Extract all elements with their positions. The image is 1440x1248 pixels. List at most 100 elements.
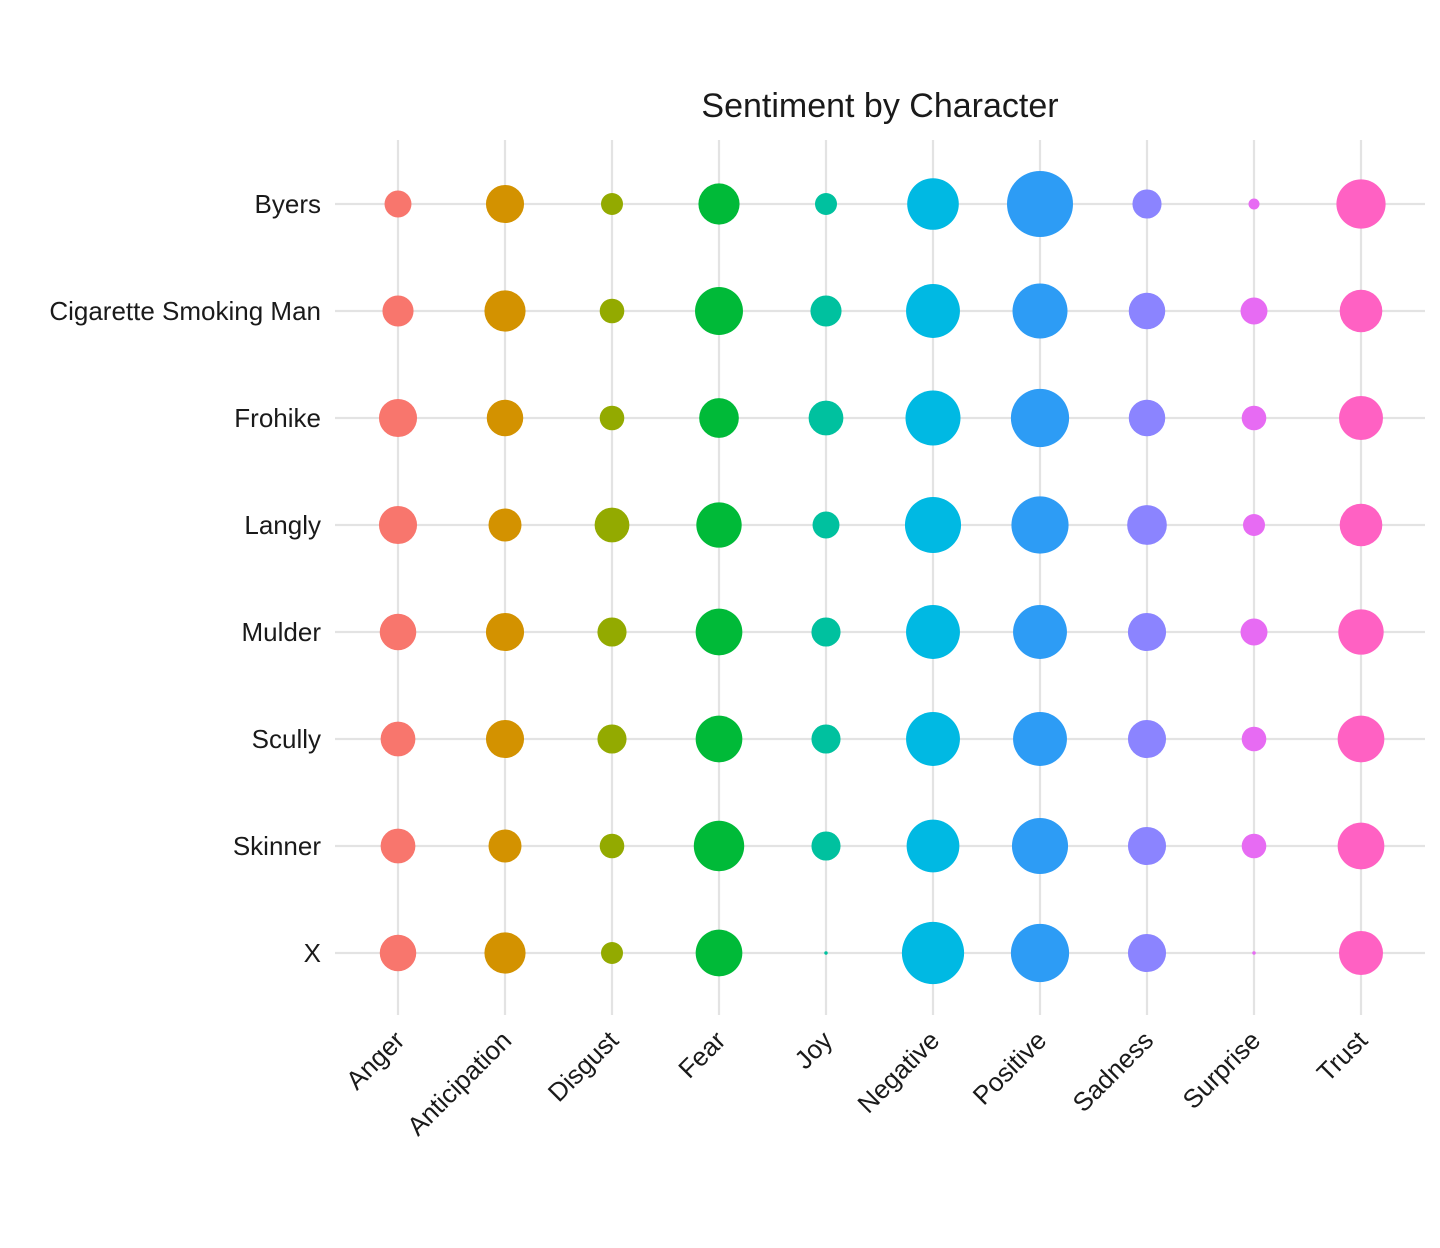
point-scully-positive [1013,712,1067,766]
point-langly-fear [696,502,742,548]
point-x-joy [824,951,828,955]
point-scully-trust [1337,715,1385,763]
point-mulder-trust [1338,609,1384,655]
point-byers-fear [698,183,740,225]
point-cigarette-smoking-man-positive [1012,283,1068,339]
point-cigarette-smoking-man-disgust [599,298,625,324]
point-skinner-anger [380,828,416,864]
x-tick-label: Disgust [542,1024,625,1107]
x-tick-label: Surprise [1177,1025,1267,1115]
y-tick-label: Cigarette Smoking Man [49,296,321,326]
point-byers-negative [907,178,959,230]
point-frohike-negative [905,390,961,446]
point-frohike-positive [1010,388,1070,448]
point-mulder-joy [811,617,841,647]
point-cigarette-smoking-man-negative [906,284,960,338]
point-cigarette-smoking-man-fear [695,287,743,335]
point-skinner-fear [693,820,745,872]
point-frohike-sadness [1128,399,1166,437]
point-byers-anger [384,190,412,218]
point-skinner-disgust [599,833,625,859]
point-cigarette-smoking-man-anticipation [484,290,526,332]
point-langly-anger [378,505,418,545]
point-byers-disgust [601,193,623,215]
point-frohike-disgust [599,405,625,431]
point-cigarette-smoking-man-anger [382,295,414,327]
point-x-positive [1010,923,1070,983]
point-langly-anticipation [488,508,522,542]
point-skinner-surprise [1241,833,1267,859]
data-points [378,171,1386,985]
point-byers-joy [815,193,837,215]
y-tick-label: Byers [255,189,321,219]
point-mulder-disgust [597,617,627,647]
x-tick-label: Joy [788,1025,838,1075]
y-tick-label: Skinner [233,831,321,861]
point-cigarette-smoking-man-surprise [1240,297,1268,325]
point-frohike-fear [699,398,739,438]
point-x-disgust [601,942,623,964]
point-x-trust [1339,931,1383,975]
point-scully-fear [695,715,743,763]
x-tick-label: Trust [1311,1024,1374,1087]
point-skinner-anticipation [488,829,522,863]
x-tick-label: Sadness [1066,1025,1159,1118]
point-langly-trust [1339,503,1383,547]
point-scully-anticipation [485,719,525,759]
y-tick-label: Langly [244,510,321,540]
point-skinner-joy [811,831,841,861]
point-mulder-positive [1013,605,1067,659]
grid-lines [335,140,1425,1015]
point-x-negative [901,921,965,985]
point-cigarette-smoking-man-sadness [1128,292,1166,330]
x-tick-label: Anger [340,1025,411,1096]
point-frohike-surprise [1241,405,1267,431]
point-byers-sadness [1132,189,1162,219]
point-scully-sadness [1127,719,1167,759]
point-scully-negative [906,712,960,766]
point-langly-negative [904,496,962,554]
point-mulder-sadness [1127,612,1167,652]
point-skinner-trust [1337,822,1385,870]
point-skinner-negative [906,819,960,873]
point-mulder-anticipation [485,612,525,652]
point-scully-disgust [597,724,627,754]
point-byers-surprise [1248,198,1260,210]
point-cigarette-smoking-man-joy [810,295,842,327]
x-tick-label: Negative [851,1025,945,1119]
x-tick-label: Positive [967,1025,1053,1111]
point-x-fear [695,929,743,977]
point-mulder-negative [906,605,960,659]
point-langly-positive [1011,496,1069,554]
chart-title: Sentiment by Character [701,87,1058,125]
point-byers-trust [1336,179,1386,229]
point-skinner-sadness [1127,826,1167,866]
point-x-anger [379,934,417,972]
x-tick-label: Anticipation [401,1025,517,1141]
y-tick-label: X [304,938,321,968]
point-frohike-anticipation [486,399,524,437]
point-scully-anger [380,721,416,757]
point-frohike-trust [1339,396,1383,440]
point-mulder-anger [379,613,417,651]
point-cigarette-smoking-man-trust [1339,289,1383,333]
point-skinner-positive [1011,817,1069,875]
point-mulder-fear [695,608,743,656]
x-tick-label: Fear [672,1025,731,1084]
point-x-sadness [1127,933,1167,973]
point-mulder-surprise [1240,618,1268,646]
y-tick-label: Frohike [234,403,321,433]
point-frohike-joy [808,400,844,436]
point-scully-joy [811,724,841,754]
point-x-surprise [1252,951,1256,955]
y-tick-label: Scully [252,724,321,754]
y-axis-tick-labels: Byers Cigarette Smoking Man Frohike Langly M… [49,189,321,968]
point-byers-anticipation [485,184,525,224]
point-langly-surprise [1243,514,1265,536]
y-tick-label: Mulder [242,617,322,647]
point-langly-joy [812,511,840,539]
point-scully-surprise [1241,726,1267,752]
point-langly-disgust [594,507,630,543]
